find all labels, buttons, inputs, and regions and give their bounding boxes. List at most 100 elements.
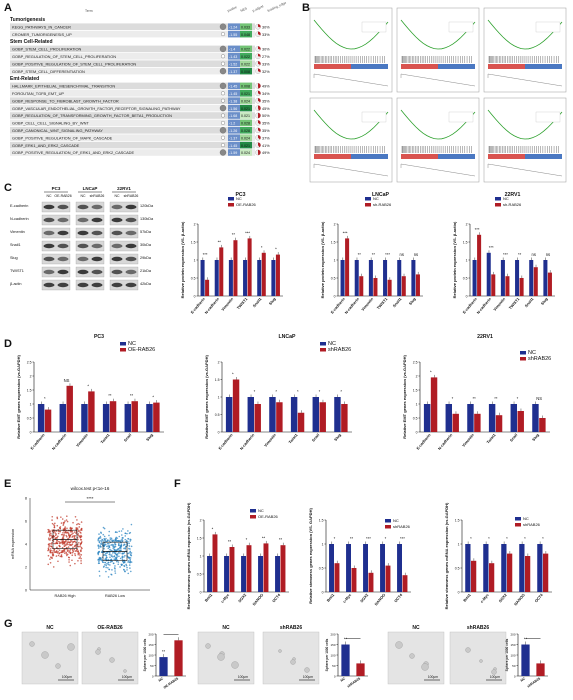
e-point: [102, 533, 105, 536]
blot-protein-label: E-cadherin: [10, 204, 28, 208]
sig-label: **: [494, 396, 498, 401]
e-point: [98, 560, 100, 563]
e-point: [54, 532, 57, 534]
e-point: [76, 548, 78, 551]
y-tick-label: 0: [218, 430, 220, 434]
e-point: [121, 539, 124, 542]
e-point: [65, 539, 67, 542]
nes-cell: [228, 112, 240, 119]
blot-kda-label: 57kDa: [140, 230, 152, 234]
bar: [500, 260, 505, 296]
e-point: [71, 559, 73, 562]
e-category: RAB26 High: [55, 594, 76, 598]
y-tick-label: 100: [148, 653, 153, 657]
bar: [261, 252, 266, 296]
sig-label: ***: [503, 252, 508, 257]
gsea-table: Term pvalue NES p.adjust leading_edge Tumorig…: [10, 1, 287, 156]
bar: [510, 404, 517, 432]
y-axis-label: Relative stemness genes expression (VS. …: [308, 508, 313, 604]
x-tick-label: Vimentin: [493, 297, 507, 312]
blot-band: [43, 230, 55, 236]
sig-label: ***: [366, 536, 371, 541]
bar: [529, 260, 534, 296]
e-point: [102, 561, 104, 563]
bar: [505, 276, 510, 296]
e-point: [112, 539, 115, 542]
panel-letter-b: B: [302, 2, 310, 14]
table-row: [10, 45, 255, 53]
legend-label: sh-RAB26: [373, 202, 392, 207]
bar: [477, 234, 482, 296]
blot-kda-label: 130kDa: [140, 217, 154, 221]
e-point: [66, 527, 68, 530]
bar: [346, 544, 351, 592]
pvalue-dot: [219, 104, 227, 112]
y-tick-label: 50: [150, 664, 154, 668]
y-tick-label: 1: [416, 402, 418, 406]
bar: [495, 415, 503, 432]
x-tick-label: Snail: [509, 433, 518, 443]
e-point: [108, 540, 111, 542]
blot-strip: [75, 279, 105, 291]
e-point: [122, 562, 125, 564]
padj-value: 0.008: [241, 85, 250, 89]
e-ytick: 2: [25, 566, 27, 570]
e-point: [125, 563, 127, 566]
legend-swatch: [250, 509, 256, 513]
e-point: [72, 535, 74, 537]
term-label: GOBP_POSITIVE_REGULATION_OF_ERK1_AND_ERK…: [12, 150, 134, 155]
y-tick-label: 1.5: [27, 388, 32, 392]
chart-title: LNCaP: [278, 334, 296, 340]
e-point: [52, 550, 54, 552]
y-tick-label: 2: [194, 222, 196, 226]
sig-label: NS: [64, 378, 70, 383]
table-row: [10, 90, 255, 97]
sphere: [95, 649, 101, 655]
e-point: [55, 541, 58, 544]
e-point: [70, 533, 73, 536]
e-point: [68, 558, 70, 561]
sphere: [491, 669, 497, 675]
e-point: [111, 569, 113, 571]
e-point: [80, 539, 83, 541]
e-point: [48, 535, 51, 537]
y-tick-label: 0.5: [27, 416, 32, 420]
term-label: GOBP_VASCULAR_ENDOTHELIAL_GROWTH_FACTOR_…: [12, 106, 181, 111]
sig-label: ns: [546, 252, 550, 257]
padj-value: 0.048: [241, 33, 250, 37]
blot-strip: [109, 266, 139, 278]
bar: [519, 544, 525, 592]
e-point: [76, 523, 78, 526]
padj-cell: [240, 30, 252, 38]
y-tick-label: 1.5: [331, 240, 336, 244]
leading-edge-value: 37%: [262, 136, 270, 140]
sphere: [479, 659, 483, 663]
e-point: [66, 554, 68, 557]
nes-cell: [228, 60, 240, 67]
e-sig: ****: [86, 496, 93, 501]
x-tick-label: TWIST1: [508, 297, 520, 310]
sig-label: ***: [385, 252, 390, 257]
e-point: [80, 549, 82, 551]
legend-label: NC: [393, 518, 399, 523]
x-tick-label: SOX2: [360, 593, 370, 603]
e-point: [127, 530, 129, 532]
enrichment-curve: [487, 19, 563, 50]
term-label: GOBP_RESPONSE_TO_FIBROBLAST_GROWTH_FACTO…: [12, 98, 119, 103]
bar: [229, 547, 235, 592]
y-tick-label: 2.5: [27, 360, 32, 364]
e-point: [108, 545, 111, 548]
e-point: [67, 541, 69, 543]
e-point: [61, 550, 63, 552]
nes-value: -1.24: [229, 25, 237, 29]
blot-band: [77, 217, 89, 223]
blot-lane-label: shRAB26: [90, 194, 105, 198]
nes-cell: [228, 119, 240, 127]
bar: [517, 411, 524, 432]
nes-value: -1.45: [229, 85, 237, 89]
nes-cell: [228, 45, 240, 53]
e-point: [81, 547, 83, 550]
y-tick-label: 0: [458, 590, 460, 594]
blot-strip: [41, 201, 71, 213]
